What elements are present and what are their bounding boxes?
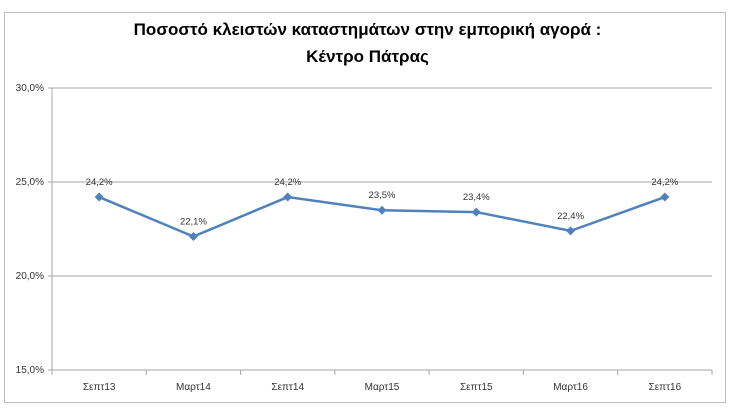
data-label: 22,4% [557, 211, 584, 222]
data-point-marker [566, 226, 576, 236]
data-point-marker [94, 192, 104, 202]
x-tick-label: Σεπτ16 [649, 382, 682, 393]
data-point-marker [283, 192, 293, 202]
y-tick-label: 25,0% [16, 177, 44, 188]
x-tick-label: Μαρτ15 [365, 382, 400, 393]
x-tick-label: Σεπτ15 [460, 382, 493, 393]
chart-title-line1: Ποσοστό κλειστών καταστημάτων στην εμπορ… [133, 20, 602, 39]
data-point-marker [471, 207, 481, 217]
y-tick-label: 30,0% [16, 83, 44, 94]
data-label: 24,2% [86, 177, 113, 188]
x-tick-label: Μαρτ14 [176, 382, 211, 393]
data-label: 24,2% [274, 177, 301, 188]
x-tick-label: Σεπτ14 [271, 382, 304, 393]
y-tick-label: 20,0% [16, 271, 44, 282]
data-point-marker [660, 192, 670, 202]
y-tick-label: 15,0% [16, 365, 44, 376]
data-label: 24,2% [651, 177, 678, 188]
x-tick-label: Μαρτ16 [553, 382, 588, 393]
chart-title-line2: Κέντρο Πάτρας [306, 47, 429, 66]
data-label: 23,4% [463, 192, 490, 203]
x-tick-label: Σεπτ13 [83, 382, 116, 393]
data-label: 22,1% [180, 217, 207, 228]
chart-frame [4, 12, 726, 403]
data-point-marker [188, 232, 198, 242]
data-point-marker [377, 205, 387, 215]
data-label: 23,5% [369, 190, 396, 201]
